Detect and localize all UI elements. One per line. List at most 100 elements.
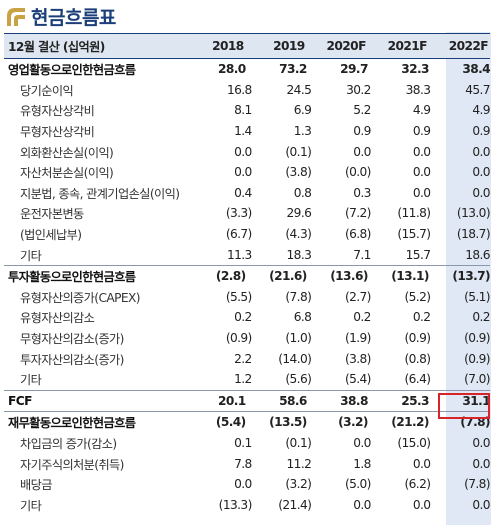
table-row: 영업활동으로인한현금흐름 28.0 73.2 29.7 32.3 38.4 xyxy=(4,59,491,80)
logo-icon xyxy=(7,8,25,26)
row-label: 영업활동으로인한현금흐름 xyxy=(8,63,136,78)
table-row: 유형자산의감소 0.2 6.8 0.2 0.2 0.2 xyxy=(4,307,491,328)
row-value: (0.1) xyxy=(285,144,312,159)
table-row: 유형자산의증가(CAPEX) (5.5) (7.8) (2.7) (5.2) (5.1) xyxy=(4,287,491,308)
row-label: 무형자산상각비 xyxy=(20,125,95,140)
row-label: 유형자산의감소 xyxy=(20,311,95,326)
row-value: 0.0 xyxy=(234,165,252,180)
row-value: 1.8 xyxy=(353,456,371,471)
row-value: 0.0 xyxy=(472,185,490,200)
row-value: (1.9) xyxy=(344,331,372,346)
row-value: 18.6 xyxy=(465,247,490,262)
row-value: 24.5 xyxy=(286,82,312,97)
row-value: (3.2) xyxy=(338,415,368,430)
table-row: FCF 20.1 58.6 38.8 25.3 31.1 xyxy=(4,389,491,412)
table-row: 당기순이익 16.8 24.5 30.2 38.3 45.7 xyxy=(4,80,491,101)
row-value: 0.0 xyxy=(472,456,490,471)
row-value: 20.1 xyxy=(217,393,246,408)
row-label: 기타 xyxy=(20,373,42,388)
row-value: (0.0) xyxy=(344,165,372,180)
row-value: (3.8) xyxy=(344,351,372,366)
row-value: 0.0 xyxy=(472,435,490,450)
row-value: 0.0 xyxy=(234,477,252,492)
row-value: (3.3) xyxy=(225,206,253,221)
row-value: (21.4) xyxy=(278,497,312,512)
row-label: 투자자산의감소(증가) xyxy=(20,352,124,367)
row-value: 1.2 xyxy=(234,372,252,387)
row-value: 1.3 xyxy=(293,124,312,139)
row-value: (0.9) xyxy=(464,351,491,366)
row-value: 7.8 xyxy=(234,456,252,471)
row-value: (13.0) xyxy=(456,206,491,221)
table-row: 외화환산손실(이익) 0.0 (0.1) 0.0 0.0 0.0 xyxy=(4,141,491,162)
row-value: (5.4) xyxy=(215,415,246,430)
row-value: 6.8 xyxy=(293,310,312,325)
row-value: (7.8) xyxy=(285,289,312,304)
row-value: (5.0) xyxy=(344,477,372,492)
row-value: (11.8) xyxy=(397,206,431,221)
row-value: (5.2) xyxy=(404,289,432,304)
row-value: 58.6 xyxy=(279,393,307,408)
page-title: 현금흐름표 xyxy=(31,7,116,29)
table-header: 12월 결산 (십억원) 2018 2019 2020F 2021F 2022F xyxy=(4,33,490,59)
table-row: 차입금의 증가(감소) 0.1 (0.1) 0.0 (15.0) 0.0 xyxy=(4,433,491,454)
row-value: 6.9 xyxy=(293,103,312,118)
row-value: 0.0 xyxy=(353,497,371,512)
header-label: 12월 결산 (십억원) xyxy=(8,40,105,54)
table-row: 기타 1.2 (5.6) (5.4) (6.4) (7.0) xyxy=(4,369,491,390)
row-value: 0.0 xyxy=(412,456,431,471)
table-row: 유형자산상각비 8.1 6.9 5.2 4.9 4.9 xyxy=(4,100,491,121)
row-label: 자산처분손실(이익) xyxy=(20,166,114,181)
row-label: 자기주식의처분(취득) xyxy=(20,457,124,472)
row-value: 38.3 xyxy=(405,82,431,97)
row-value: 0.0 xyxy=(234,144,252,159)
row-value: (5.4) xyxy=(344,372,372,387)
row-value: (6.8) xyxy=(344,227,372,242)
row-label: (법인세납부) xyxy=(20,228,82,243)
table-row: 기타 (13.3) (21.4) 0.0 0.0 0.0 xyxy=(4,494,491,515)
row-value: 73.2 xyxy=(279,62,307,77)
row-label: 유형자산상각비 xyxy=(20,104,95,119)
row-value: (21.6) xyxy=(269,269,307,284)
row-value: 0.0 xyxy=(412,497,431,512)
table-row: 투자활동으로인한현금흐름 (2.8) (21.6) (13.6) (13.1) (13.7… xyxy=(4,264,491,287)
table-row: 무형자산상각비 1.4 1.3 0.9 0.9 0.9 xyxy=(4,121,491,142)
row-value: 11.3 xyxy=(226,247,252,262)
row-value: 0.0 xyxy=(472,165,490,180)
row-value: (14.0) xyxy=(278,351,312,366)
row-value: 0.2 xyxy=(234,310,252,325)
highlight-box xyxy=(438,393,490,419)
row-value: 0.0 xyxy=(472,497,490,512)
row-value: (6.2) xyxy=(404,477,432,492)
row-label: 차입금의 증가(감소) xyxy=(20,436,117,451)
row-value: 16.8 xyxy=(226,82,252,97)
row-value: (21.2) xyxy=(391,415,429,430)
row-label: 배당금 xyxy=(20,478,52,493)
row-value: 4.9 xyxy=(412,103,431,118)
row-value: (6.4) xyxy=(404,372,432,387)
row-value: (0.9) xyxy=(404,331,432,346)
row-value: (6.7) xyxy=(225,227,253,242)
row-value: 0.2 xyxy=(353,310,371,325)
title-bar: 현금흐름표 xyxy=(0,0,495,32)
table-row: 자기주식의처분(취득) 7.8 11.2 1.8 0.0 0.0 xyxy=(4,453,491,474)
row-value: (5.6) xyxy=(285,372,312,387)
row-value: 29.7 xyxy=(340,62,368,77)
header-year: 2021F xyxy=(387,39,428,53)
row-value: 0.1 xyxy=(234,435,252,450)
header-year: 2020F xyxy=(326,39,367,53)
row-value: 29.6 xyxy=(286,206,312,221)
row-label: 투자활동으로인한현금흐름 xyxy=(8,270,136,285)
row-label: 유형자산의증가(CAPEX) xyxy=(20,290,140,305)
row-value: (7.8) xyxy=(464,477,491,492)
row-value: 11.2 xyxy=(286,456,312,471)
row-value: (13.6) xyxy=(330,269,368,284)
row-value: 0.0 xyxy=(412,185,431,200)
row-value: (5.5) xyxy=(225,289,253,304)
row-value: 0.8 xyxy=(293,185,312,200)
table-row: 배당금 0.0 (3.2) (5.0) (6.2) (7.8) xyxy=(4,474,491,495)
row-value: 0.2 xyxy=(472,310,490,325)
row-value: (5.1) xyxy=(464,289,491,304)
row-value: 18.3 xyxy=(286,247,312,262)
row-value: 25.3 xyxy=(401,393,429,408)
